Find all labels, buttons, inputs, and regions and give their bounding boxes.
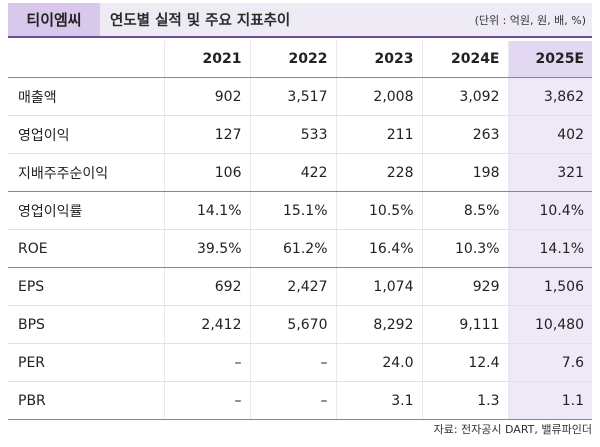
row-label: 지배주주순이익: [8, 153, 164, 192]
table-cell: 24.0: [335, 343, 422, 382]
table-cell: 3,517: [249, 77, 336, 116]
column-header: 2021: [163, 41, 250, 78]
table-cell: –: [163, 381, 250, 420]
table-cell: 198: [421, 153, 508, 192]
table-row: PER – – 24.0 12.4 7.6: [8, 343, 592, 382]
table-cell: 2,427: [249, 267, 336, 306]
header-stub: [8, 41, 164, 78]
table-cell: 929: [421, 267, 508, 306]
table-cell: 7.6: [507, 343, 592, 382]
table-cell: 692: [163, 267, 250, 306]
table-cell: 2,008: [335, 77, 422, 116]
table-cell: 228: [335, 153, 422, 192]
table-cell: 61.2%: [249, 229, 336, 268]
table-cell: 2,412: [163, 305, 250, 344]
table-cell: 3,862: [507, 77, 592, 116]
row-label: ROE: [8, 229, 164, 268]
table-cell: 10.4%: [507, 191, 592, 230]
table-cell: 10.5%: [335, 191, 422, 230]
company-name: 티이엠씨: [8, 3, 100, 36]
row-label: 매출액: [8, 77, 164, 116]
table-cell: –: [249, 381, 336, 420]
table-cell: 211: [335, 115, 422, 154]
table-cell: 8,292: [335, 305, 422, 344]
table-row: ROE 39.5% 61.2% 16.4% 10.3% 14.1%: [8, 229, 592, 268]
table-cell: 3.1: [335, 381, 422, 420]
title-bar: 티이엠씨 연도별 실적 및 주요 지표추이 (단위 : 억원, 원, 배, %): [8, 3, 592, 38]
table-cell: 1.1: [507, 381, 592, 420]
table-cell: 14.1%: [507, 229, 592, 268]
row-label: PER: [8, 343, 164, 382]
column-header: 2023: [335, 41, 422, 78]
table-cell: 9,111: [421, 305, 508, 344]
table-cell: 1.3: [421, 381, 508, 420]
table-cell: 106: [163, 153, 250, 192]
table-row: 매출액 902 3,517 2,008 3,092 3,862: [8, 77, 592, 116]
table-cell: –: [249, 343, 336, 382]
table-cell: 8.5%: [421, 191, 508, 230]
table-cell: 533: [249, 115, 336, 154]
table-cell: 3,092: [421, 77, 508, 116]
table-cell: 902: [163, 77, 250, 116]
table-title: 연도별 실적 및 주요 지표추이: [110, 13, 291, 29]
table-row: PBR – – 3.1 1.3 1.1: [8, 381, 592, 420]
column-header-highlight: 2025E: [507, 41, 592, 78]
table-cell: 263: [421, 115, 508, 154]
table-cell: 10,480: [507, 305, 592, 344]
row-label: PBR: [8, 381, 164, 420]
table-cell: 15.1%: [249, 191, 336, 230]
row-label: EPS: [8, 267, 164, 306]
table-row: EPS 692 2,427 1,074 929 1,506: [8, 267, 592, 306]
table-cell: 422: [249, 153, 336, 192]
table-cell: 127: [163, 115, 250, 154]
table-cell: 321: [507, 153, 592, 192]
table-cell: 10.3%: [421, 229, 508, 268]
table-row: 영업이익 127 533 211 263 402: [8, 115, 592, 154]
table-cell: 5,670: [249, 305, 336, 344]
row-label: 영업이익: [8, 115, 164, 154]
table-cell: 1,506: [507, 267, 592, 306]
table-row: 영업이익률 14.1% 15.1% 10.5% 8.5% 10.4%: [8, 191, 592, 230]
table-cell: 402: [507, 115, 592, 154]
column-header: 2024E: [421, 41, 508, 78]
column-header: 2022: [249, 41, 336, 78]
source-note: 자료: 전자공시 DART, 밸류파인더: [433, 423, 592, 436]
header-row: 2021 2022 2023 2024E 2025E: [8, 41, 592, 78]
table-row: 지배주주순이익 106 422 228 198 321: [8, 153, 592, 192]
table-cell: 39.5%: [163, 229, 250, 268]
table-row: BPS 2,412 5,670 8,292 9,111 10,480: [8, 305, 592, 344]
row-label: 영업이익률: [8, 191, 164, 230]
financial-table: 2021 2022 2023 2024E 2025E 매출액 902 3,517…: [8, 41, 592, 420]
table-cell: 16.4%: [335, 229, 422, 268]
table-cell: –: [163, 343, 250, 382]
row-label: BPS: [8, 305, 164, 344]
table-cell: 1,074: [335, 267, 422, 306]
table-cell: 14.1%: [163, 191, 250, 230]
unit-note: (단위 : 억원, 원, 배, %): [474, 13, 586, 27]
table-cell: 12.4: [421, 343, 508, 382]
